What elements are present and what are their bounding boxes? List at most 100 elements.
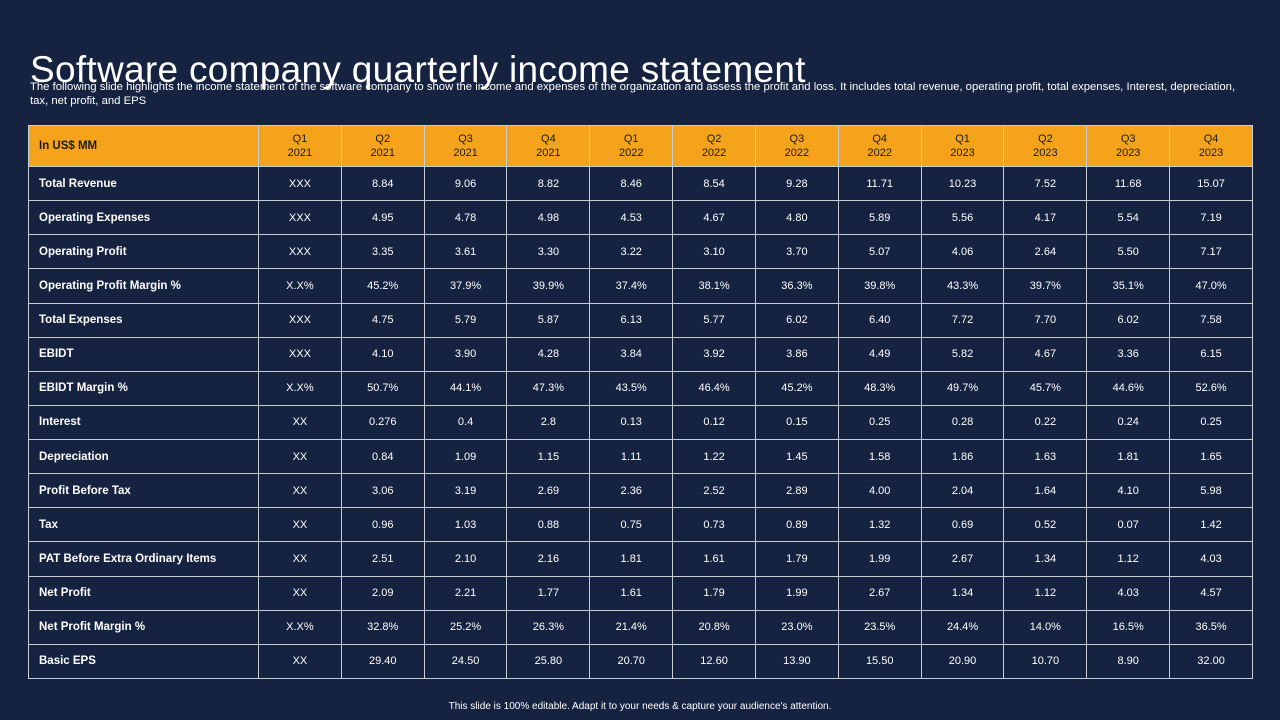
table-cell: 24.50 — [423, 643, 508, 680]
column-quarter: Q2 — [1038, 133, 1053, 145]
table-cell: 2.36 — [589, 473, 674, 509]
table-cell: 12.60 — [672, 643, 756, 680]
table-cell: 16.5% — [1086, 609, 1171, 645]
column-quarter: Q3 — [1120, 133, 1136, 145]
table-cell: 25.80 — [506, 643, 591, 680]
table-cell: 6.02 — [1086, 302, 1171, 338]
table-cell: 44.1% — [423, 370, 508, 406]
table-cell: 1.12 — [1086, 541, 1171, 577]
table-cell: 21.4% — [589, 609, 674, 645]
table-cell: 6.13 — [589, 302, 674, 338]
column-header: Q2 2022 — [672, 125, 756, 167]
table-cell: XX — [258, 643, 342, 680]
table-cell: 48.3% — [837, 370, 922, 406]
column-header: Q2 2023 — [1003, 125, 1088, 167]
table-cell: 0.73 — [672, 507, 756, 543]
column-header: Q4 2022 — [837, 125, 922, 167]
table-cell: 5.77 — [672, 302, 756, 338]
table-cell: 1.61 — [589, 575, 674, 611]
table-cell: 5.79 — [423, 302, 508, 338]
slide-title: Software company quarterly income statem… — [30, 48, 806, 90]
table-cell: 2.10 — [423, 541, 508, 577]
table-cell: 29.40 — [340, 643, 425, 680]
table-cell: 4.67 — [672, 200, 756, 236]
table-cell: 3.84 — [589, 336, 674, 372]
table-cell: 3.19 — [423, 473, 508, 509]
table-cell: 1.77 — [506, 575, 591, 611]
row-label: Total Revenue — [28, 165, 259, 202]
table-cell: 11.71 — [837, 165, 922, 202]
table-cell: 2.21 — [423, 575, 508, 611]
row-label: PAT Before Extra Ordinary Items — [28, 541, 259, 577]
row-label: Tax — [28, 507, 259, 543]
column-quarter: Q1 — [955, 133, 970, 145]
table-cell: 14.0% — [1003, 609, 1088, 645]
table-cell: 2.16 — [506, 541, 591, 577]
table-cell: 0.15 — [754, 404, 839, 441]
table-row: Depreciation XX 0.84 1.09 1.15 1.11 1.22 1.45 1.… — [28, 438, 1253, 475]
table-cell: 47.0% — [1169, 268, 1253, 304]
table-cell: 0.28 — [920, 404, 1005, 441]
table-cell: 44.6% — [1086, 370, 1171, 406]
table-cell: 1.65 — [1169, 438, 1253, 475]
table-cell: 4.10 — [340, 336, 425, 372]
column-quarter: Q4 — [541, 133, 556, 145]
table-cell: 1.99 — [754, 575, 839, 611]
table-cell: 3.61 — [423, 234, 508, 270]
column-quarter: Q1 — [292, 133, 308, 145]
table-cell: 15.50 — [837, 643, 922, 680]
table-cell: 1.61 — [672, 541, 756, 577]
table-row: Tax XX 0.96 1.03 0.88 0.75 0.73 0.89 1.32 0.69 0.5… — [28, 507, 1253, 543]
table-cell: 3.10 — [672, 234, 756, 270]
table-cell: 0.25 — [1169, 404, 1253, 441]
column-year: 2022 — [701, 147, 727, 159]
table-cell: 36.3% — [754, 268, 839, 304]
slide-footer: This slide is 100% editable. Adapt it to… — [448, 701, 832, 712]
table-cell: 2.52 — [672, 473, 756, 509]
table-cell: 1.34 — [920, 575, 1005, 611]
slide-description: The following slide highlights the incom… — [30, 81, 1236, 107]
row-label: Operating Profit Margin % — [28, 268, 259, 304]
table-cell: XXX — [258, 234, 342, 270]
table-cell: 7.58 — [1169, 302, 1253, 338]
row-label: Profit Before Tax — [28, 473, 259, 509]
table-cell: 2.89 — [754, 473, 839, 509]
column-header: Q1 2022 — [589, 125, 674, 167]
table-cell: XXX — [258, 336, 342, 372]
table-cell: 4.06 — [920, 234, 1005, 270]
table-cell: 8.82 — [506, 165, 591, 202]
table-cell: 1.42 — [1169, 507, 1253, 543]
row-label: EBIDT Margin % — [28, 370, 259, 406]
column-quarter: Q4 — [1203, 133, 1219, 145]
table-cell: 4.03 — [1169, 541, 1253, 577]
table-cell: 26.3% — [506, 609, 591, 645]
column-header: Q3 2023 — [1086, 125, 1171, 167]
table-cell: 24.4% — [920, 609, 1005, 645]
table-row: Net Profit Margin % X.X% 32.8% 25.2% 26.3% 21… — [28, 609, 1253, 645]
table-cell: 0.89 — [754, 507, 839, 543]
table-row: PAT Before Extra Ordinary Items XX 2.51 2.1… — [28, 541, 1253, 577]
table-cell: 1.32 — [837, 507, 922, 543]
table-cell: 3.30 — [506, 234, 591, 270]
column-header: Q4 2023 — [1169, 125, 1253, 167]
column-year: 2023 — [950, 147, 975, 159]
table-cell: 3.90 — [423, 336, 508, 372]
table-cell: 39.9% — [506, 268, 591, 304]
table-cell: XXX — [258, 165, 342, 202]
table-cell: 1.81 — [1086, 438, 1171, 475]
table-cell: 4.00 — [837, 473, 922, 509]
table-cell: 5.07 — [837, 234, 922, 270]
table-cell: XX — [258, 404, 342, 441]
row-label: Depreciation — [28, 438, 259, 475]
column-year: 2022 — [784, 147, 810, 159]
table-cell: 10.70 — [1003, 643, 1088, 680]
column-year: 2021 — [287, 147, 313, 159]
table-cell: 37.4% — [589, 268, 674, 304]
table-cell: 1.12 — [1003, 575, 1088, 611]
row-label: Basic EPS — [28, 643, 259, 680]
table-cell: 2.67 — [920, 541, 1005, 577]
table-cell: 7.17 — [1169, 234, 1253, 270]
table-cell: 6.40 — [837, 302, 922, 338]
table-cell: XXX — [258, 302, 342, 338]
table-cell: 0.25 — [837, 404, 922, 441]
